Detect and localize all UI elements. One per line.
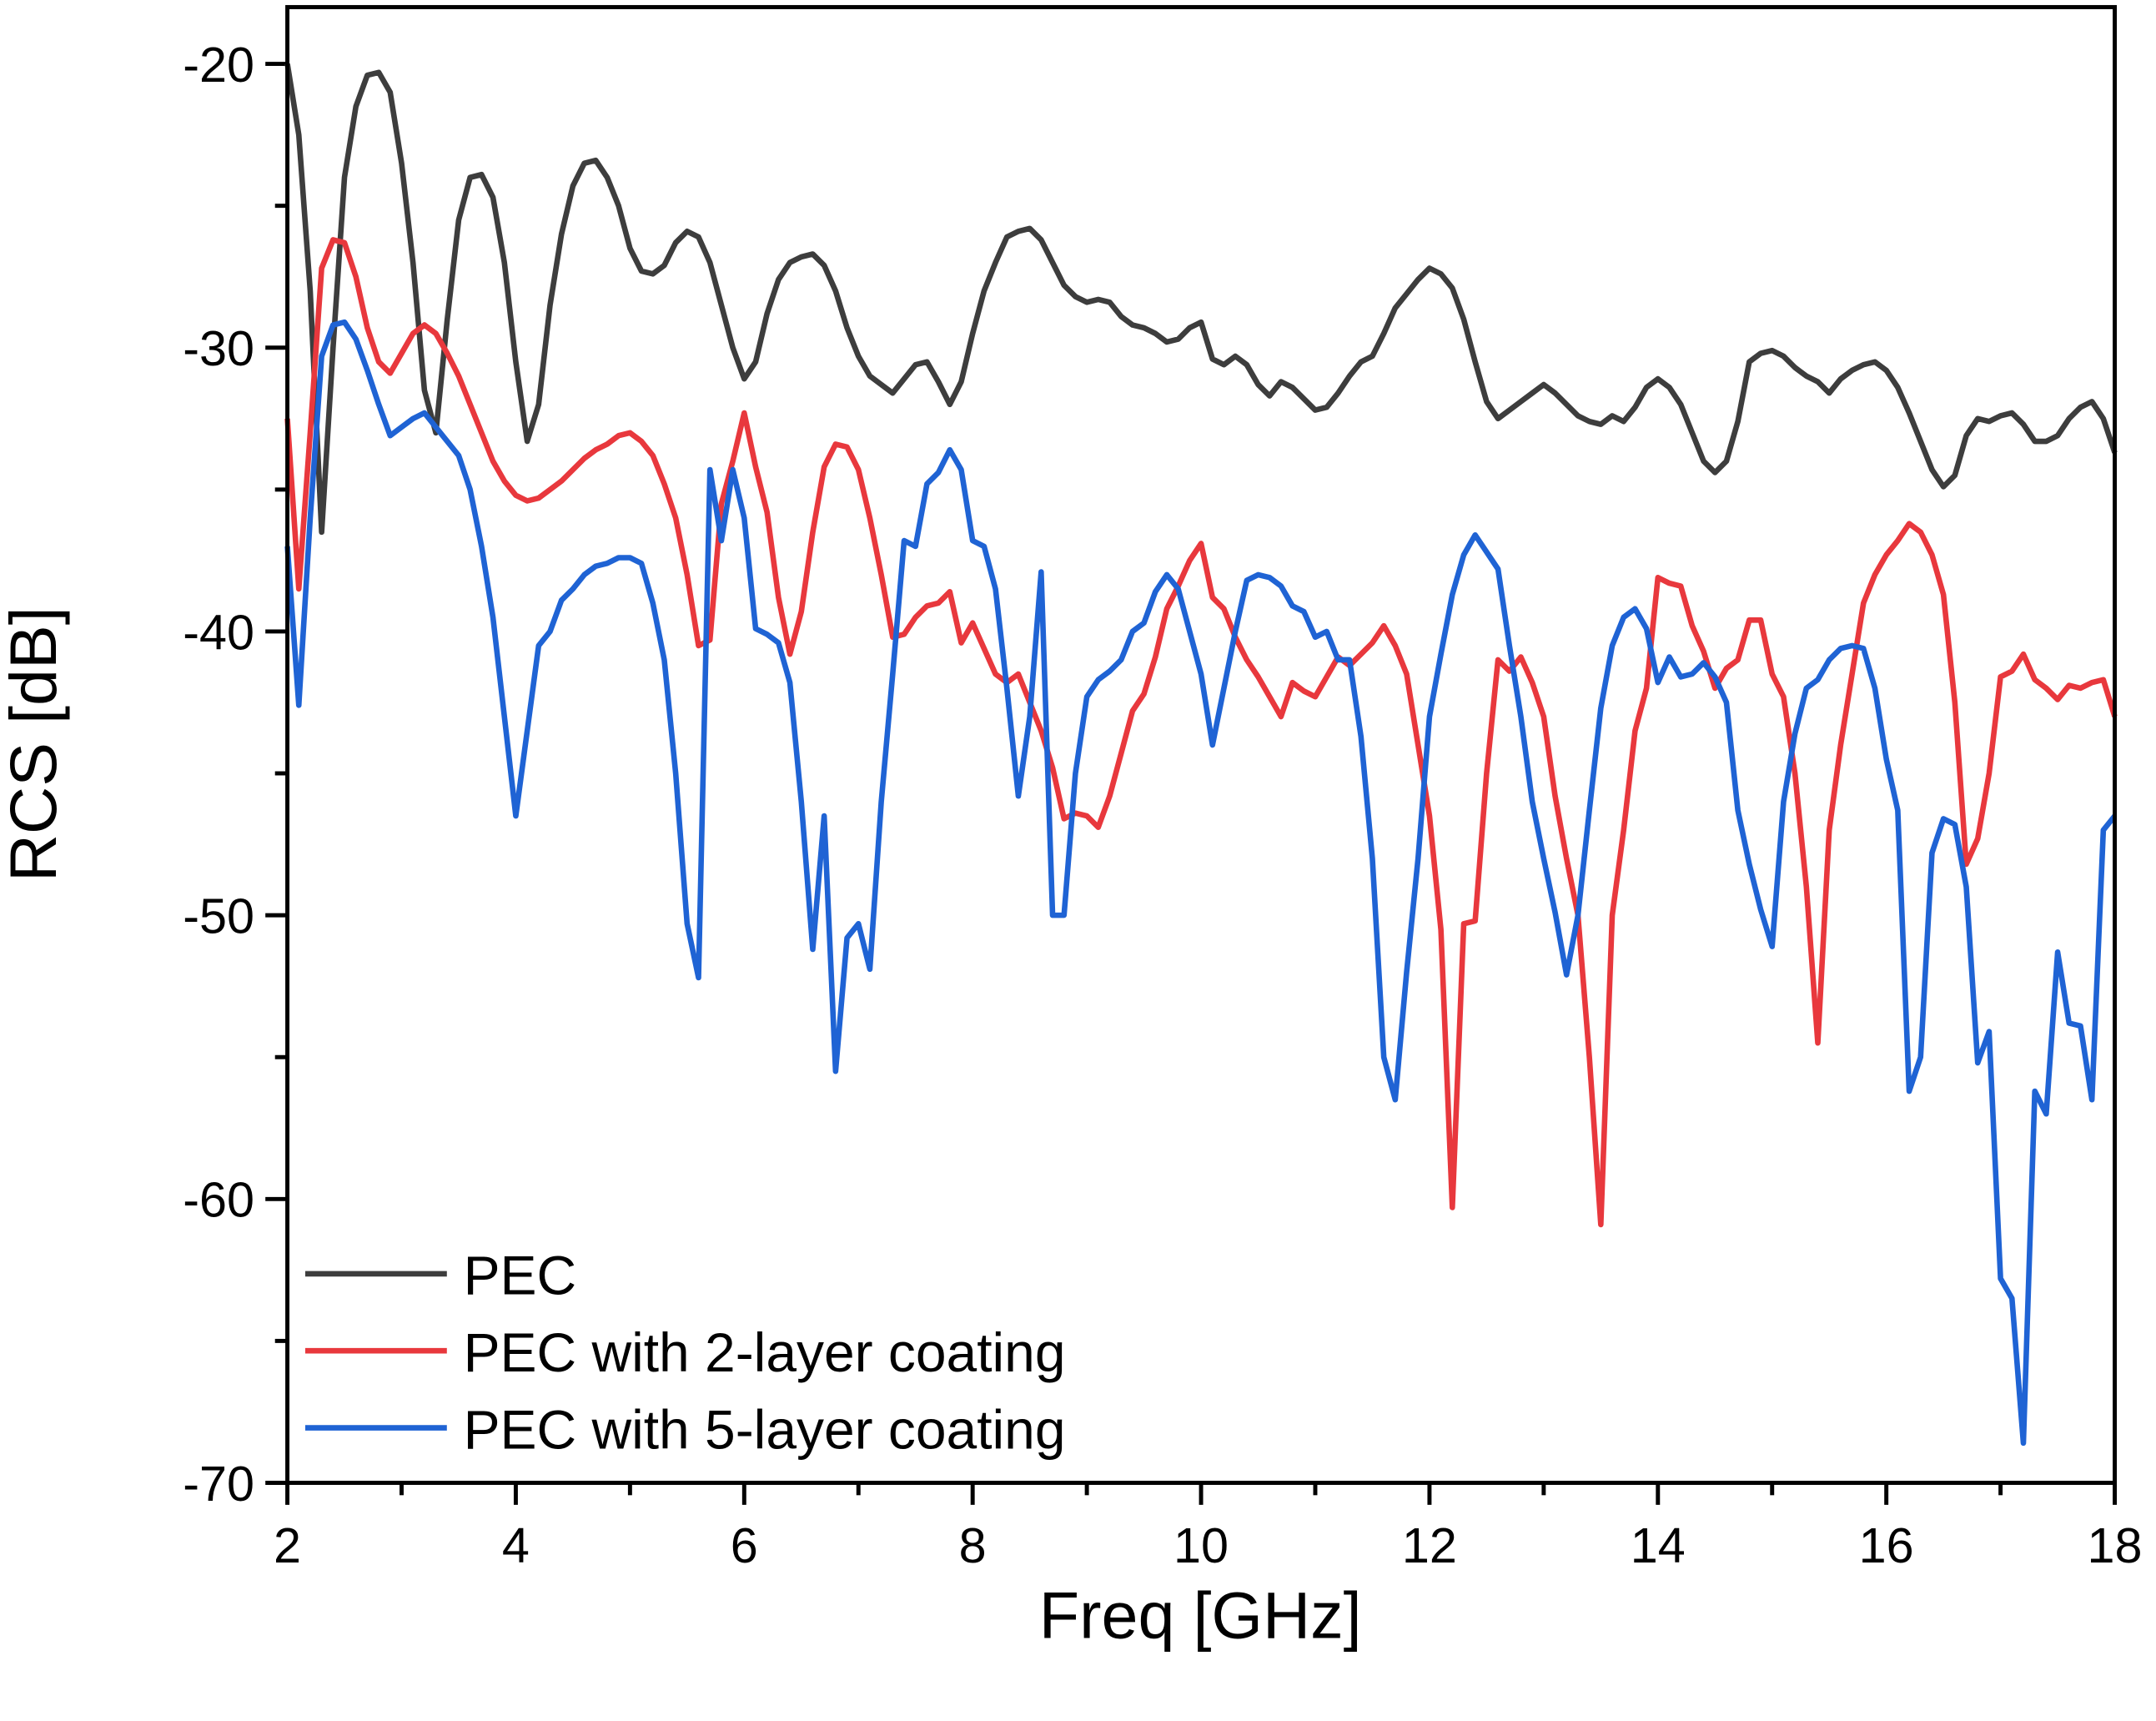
x-tick-label: 18 [2088, 1517, 2143, 1573]
y-tick-label: -70 [183, 1456, 254, 1512]
x-tick-label: 10 [1173, 1517, 1229, 1573]
y-axis-title: RCS [dB] [0, 606, 70, 882]
y-tick-label: -30 [183, 320, 254, 376]
y-tick-label: -20 [183, 37, 254, 93]
series-line [284, 63, 2118, 536]
legend-label: PEC [464, 1245, 577, 1306]
x-tick-label: 14 [1631, 1517, 1686, 1573]
series-line [284, 319, 2118, 1447]
y-tick-label: -60 [183, 1172, 254, 1228]
x-tick-label: 8 [959, 1517, 987, 1573]
series-line [284, 237, 2118, 1228]
x-tick-label: 16 [1859, 1517, 1914, 1573]
x-tick-label: 4 [502, 1517, 530, 1573]
y-tick-label: -40 [183, 604, 254, 660]
legend-label: PEC with 5-layer coating [464, 1398, 1066, 1460]
legend-label: PEC with 2-layer coating [464, 1321, 1066, 1383]
x-tick-label: 12 [1402, 1517, 1457, 1573]
plot-frame [285, 5, 2118, 1485]
x-tick-label: 2 [274, 1517, 301, 1573]
x-tick-label: 6 [731, 1517, 758, 1573]
y-tick-label: -50 [183, 888, 254, 944]
x-axis-title: Freq [GHz] [1039, 1578, 1362, 1652]
